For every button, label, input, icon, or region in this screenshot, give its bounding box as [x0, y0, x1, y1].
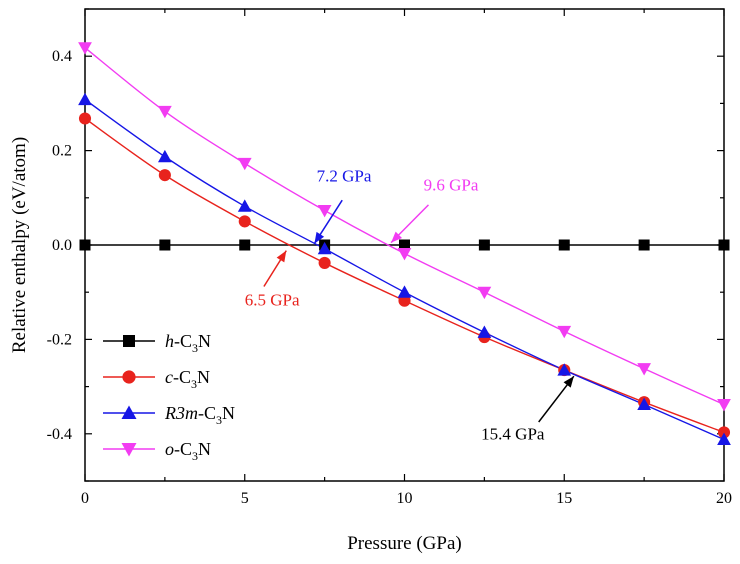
annotation-arrow-head — [276, 250, 287, 263]
x-tick-label: 5 — [241, 490, 249, 507]
legend-marker — [121, 443, 137, 457]
y-tick-label: -0.4 — [47, 426, 72, 443]
data-point — [717, 399, 731, 412]
data-point — [158, 105, 172, 119]
data-point — [318, 256, 331, 269]
x-tick-label: 0 — [81, 490, 89, 507]
data-point — [397, 247, 412, 261]
data-point — [158, 149, 172, 163]
data-point — [477, 286, 492, 300]
data-point — [237, 199, 252, 212]
legend-label: o-C3N — [165, 439, 211, 463]
data-point — [558, 239, 570, 251]
data-point — [158, 169, 171, 182]
legend-label: h-C3N — [165, 331, 211, 355]
legend-marker — [122, 370, 136, 384]
x-tick-label: 20 — [716, 490, 732, 507]
data-point — [478, 239, 490, 251]
data-point — [239, 239, 251, 251]
annotation-arrow-head — [391, 231, 403, 243]
legend-label: c-C3N — [165, 367, 210, 391]
data-point — [159, 239, 171, 251]
annotation-arrow-head — [563, 376, 574, 388]
x-tick-label: 10 — [397, 490, 413, 507]
data-point — [317, 205, 332, 218]
data-point — [317, 241, 332, 255]
data-point — [718, 239, 730, 251]
data-point — [78, 112, 92, 125]
data-point — [477, 325, 492, 338]
legend-marker — [123, 335, 135, 347]
annotation-label: 7.2 GPa — [317, 166, 372, 185]
axis-tick-labels: 0 5 10 15 20 -0.4 -0.2 0.0 0.2 0.4 — [47, 48, 732, 507]
data-point — [237, 157, 252, 171]
data-point — [717, 426, 731, 439]
annotation-label: 15.4 GPa — [481, 424, 545, 443]
data-point — [399, 239, 410, 251]
data-point — [637, 363, 651, 376]
y-tick-label: 0.4 — [52, 48, 72, 65]
legend: h-C3N c-C3N R3m-C3N o-C3N — [103, 331, 235, 463]
data-point — [557, 363, 572, 376]
annotation-arrow-head — [314, 231, 325, 244]
legend-label: R3m-C3N — [164, 403, 235, 427]
data-point — [79, 239, 91, 251]
annotation-layer: 7.2 GPa 9.6 GPa 6.5 GPa 15.4 GPa — [245, 166, 575, 443]
legend-marker — [121, 405, 137, 419]
x-tick-label: 15 — [556, 490, 572, 507]
data-point — [637, 397, 651, 411]
annotation-label: 6.5 GPa — [245, 290, 300, 309]
data-point — [238, 215, 251, 228]
y-axis-label: Relative enthalpy (eV/atom) — [9, 137, 30, 353]
data-point — [717, 432, 731, 445]
y-tick-label: -0.2 — [47, 331, 72, 348]
data-point — [397, 285, 412, 298]
data-point — [638, 239, 650, 251]
data-point — [78, 42, 92, 55]
y-tick-label: 0.0 — [52, 237, 72, 254]
annotation-label: 9.6 GPa — [424, 176, 479, 195]
x-axis-label: Pressure (GPa) — [347, 533, 462, 554]
y-tick-label: 0.2 — [52, 143, 72, 160]
data-point — [557, 325, 572, 339]
marker-layer — [78, 42, 731, 445]
data-point — [78, 92, 92, 106]
